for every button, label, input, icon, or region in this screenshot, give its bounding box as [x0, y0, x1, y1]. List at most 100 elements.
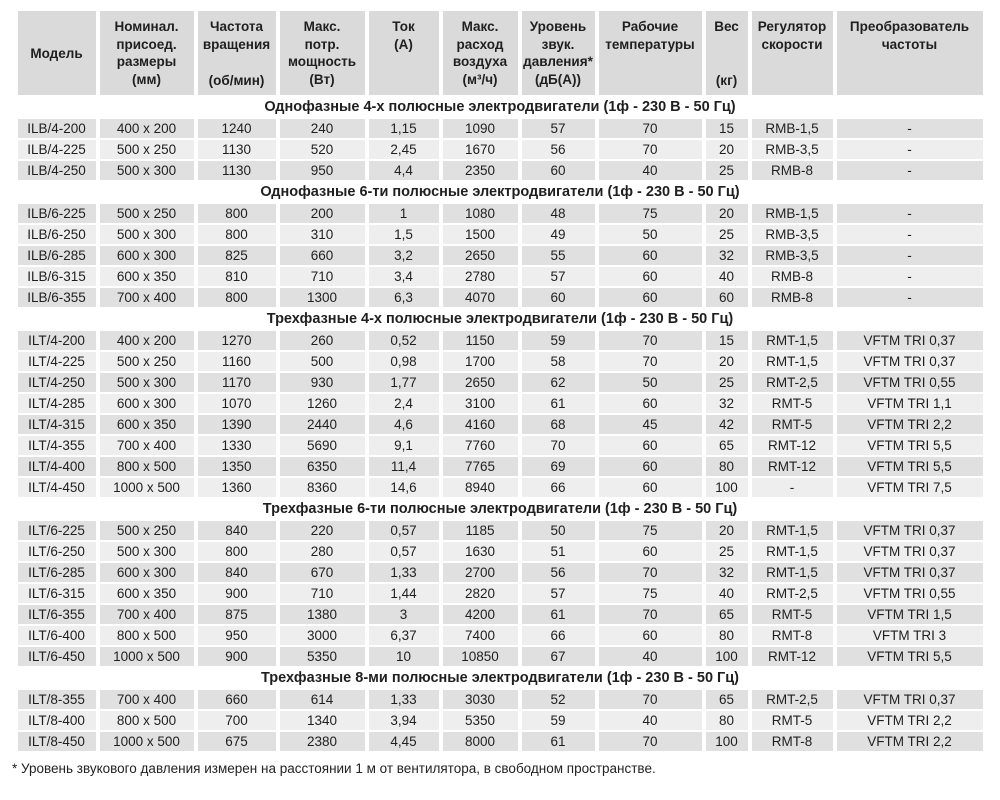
spec-cell: 25 — [705, 225, 748, 244]
spec-cell: - — [751, 478, 833, 497]
spec-cell: RMB-3,5 — [751, 246, 833, 265]
spec-cell: 2350 — [442, 161, 518, 180]
spec-cell: 48 — [521, 204, 595, 223]
spec-cell: 6,3 — [368, 288, 439, 307]
spec-cell: 200 — [279, 204, 365, 223]
spec-cell: 67 — [521, 647, 595, 666]
spec-cell: 1170 — [197, 373, 276, 392]
spec-cell: 500 x 300 — [99, 542, 194, 561]
spec-cell: 3100 — [442, 394, 518, 413]
spec-cell: VFTM TRI 7,5 — [836, 478, 983, 497]
spec-cell: 8000 — [442, 732, 518, 751]
column-header-unit: (кг) — [715, 72, 738, 88]
column-header: Уровень звук. давления* (дБ(А)) — [521, 11, 595, 95]
spec-cell: 56 — [521, 563, 595, 582]
spec-cell: 500 x 250 — [99, 521, 194, 540]
spec-cell: 8360 — [279, 478, 365, 497]
spec-cell: 80 — [705, 457, 748, 476]
spec-cell: 2,4 — [368, 394, 439, 413]
spec-cell: 8940 — [442, 478, 518, 497]
spec-cell: 4,4 — [368, 161, 439, 180]
spec-cell: - — [836, 161, 983, 180]
spec-cell: 75 — [598, 584, 702, 603]
model-cell: ILB/6-315 — [17, 267, 96, 286]
spec-cell: 40 — [705, 584, 748, 603]
column-header-label: Преобразователь — [849, 19, 970, 34]
spec-cell: 600 x 350 — [99, 584, 194, 603]
spec-cell: 840 — [197, 521, 276, 540]
spec-cell: 7765 — [442, 457, 518, 476]
spec-cell: RMB-8 — [751, 267, 833, 286]
table-row: ILT/6-250 500 x 300 800 280 0,57 1630 51 60 25 RM… — [17, 542, 983, 561]
column-header-label: потр. — [304, 36, 340, 52]
spec-cell: 710 — [279, 584, 365, 603]
spec-cell: 500 x 250 — [99, 140, 194, 159]
spec-cell: 56 — [521, 140, 595, 159]
spec-cell: RMB-8 — [751, 288, 833, 307]
spec-cell: 825 — [197, 246, 276, 265]
spec-cell: 14,6 — [368, 478, 439, 497]
spec-cell: 32 — [705, 394, 748, 413]
model-cell: ILT/8-450 — [17, 732, 96, 751]
spec-cell: 670 — [279, 563, 365, 582]
spec-cell: 25 — [705, 542, 748, 561]
column-header-unit: (об/мин) — [208, 72, 265, 88]
spec-cell: 7400 — [442, 626, 518, 645]
spec-cell: 900 — [197, 647, 276, 666]
spec-cell: 70 — [598, 352, 702, 371]
spec-cell: 1000 x 500 — [99, 647, 194, 666]
spec-cell: 60 — [598, 457, 702, 476]
column-header-unit: (А) — [394, 36, 413, 52]
column-header-label: скорости — [761, 36, 823, 52]
spec-cell: 1380 — [279, 605, 365, 624]
spec-cell: 66 — [521, 626, 595, 645]
table-row: ILT/6-285 600 x 300 840 670 1,33 2700 56 70 32 RM… — [17, 563, 983, 582]
spec-cell: 68 — [521, 415, 595, 434]
spec-cell: RMT-12 — [751, 457, 833, 476]
sound-pressure-footnote: * Уровень звукового давления измерен на … — [12, 761, 656, 776]
spec-cell: 500 — [279, 352, 365, 371]
spec-cell: RMB-3,5 — [751, 225, 833, 244]
spec-cell: 70 — [521, 436, 595, 455]
spec-cell: VFTM TRI 1,1 — [836, 394, 983, 413]
spec-cell: 3,4 — [368, 267, 439, 286]
spec-cell: VFTM TRI 5,5 — [836, 436, 983, 455]
spec-cell: RMT-1,5 — [751, 542, 833, 561]
spec-cell: 40 — [598, 161, 702, 180]
table-row: ILT/6-400 800 x 500 950 3000 6,37 7400 66 60 80 R… — [17, 626, 983, 645]
spec-cell: 1270 — [197, 331, 276, 350]
column-header-label: присоед. — [116, 36, 177, 52]
spec-cell: 600 x 300 — [99, 246, 194, 265]
column-header: Макс. расход воздуха (м³/ч) — [442, 11, 518, 95]
spec-cell: 1360 — [197, 478, 276, 497]
spec-cell: 7760 — [442, 436, 518, 455]
spec-cell: 61 — [521, 394, 595, 413]
spec-cell: 66 — [521, 478, 595, 497]
spec-cell: 1630 — [442, 542, 518, 561]
spec-cell: VFTM TRI 0,37 — [836, 690, 983, 709]
spec-cell: 1080 — [442, 204, 518, 223]
spec-cell: 1390 — [197, 415, 276, 434]
spec-cell: 70 — [598, 690, 702, 709]
spec-cell: 60 — [598, 267, 702, 286]
spec-cell: 59 — [521, 331, 595, 350]
spec-cell: 700 x 400 — [99, 690, 194, 709]
spec-cell: 10 — [368, 647, 439, 666]
spec-cell: 65 — [705, 605, 748, 624]
spec-cell: 1130 — [197, 161, 276, 180]
spec-cell: 42 — [705, 415, 748, 434]
spec-cell: VFTM TRI 2,2 — [836, 415, 983, 434]
model-cell: ILT/4-225 — [17, 352, 96, 371]
spec-cell: VFTM TRI 0,37 — [836, 352, 983, 371]
spec-cell: 500 x 300 — [99, 373, 194, 392]
model-cell: ILT/4-450 — [17, 478, 96, 497]
spec-cell: VFTM TRI 0,37 — [836, 542, 983, 561]
spec-cell: 1000 x 500 — [99, 732, 194, 751]
spec-cell: 15 — [705, 119, 748, 138]
column-header-label: мощность — [287, 54, 357, 69]
spec-cell: 1500 — [442, 225, 518, 244]
column-header-unit: (мм) — [132, 71, 161, 87]
column-header: Регулятор скорости — [751, 11, 833, 95]
spec-cell: 660 — [279, 246, 365, 265]
table-row: ILT/4-315 600 x 350 1390 2440 4,6 4160 68 45 42 R… — [17, 415, 983, 434]
